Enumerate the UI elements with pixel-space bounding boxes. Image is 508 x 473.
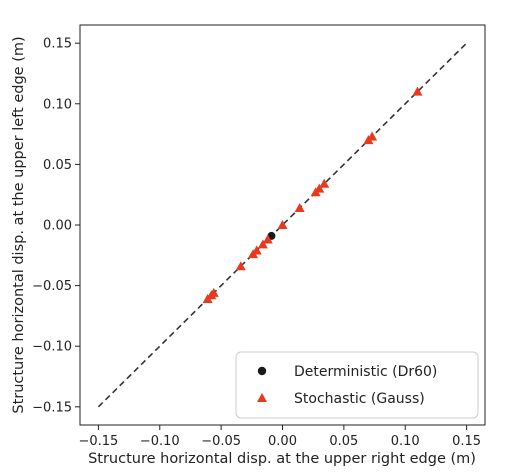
legend-label-stochastic: Stochastic (Gauss) [294, 391, 425, 407]
y-axis-ticks: −0.15 −0.10 −0.05 0.00 0.05 0.10 0.15 [32, 37, 80, 415]
x-tick-label: 0.05 [329, 434, 358, 449]
y-tick-label: 0.15 [43, 37, 72, 52]
stochastic-point [277, 220, 288, 229]
x-tick-label: −0.05 [201, 434, 241, 449]
y-tick-label: −0.15 [32, 400, 72, 415]
data-points-layer [202, 86, 423, 303]
y-axis-label: Structure horizontal disp. at the upper … [11, 36, 27, 413]
stochastic-point [294, 203, 305, 213]
x-axis-label: Structure horizontal disp. at the upper … [88, 451, 476, 467]
x-tick-label: 0.10 [391, 434, 420, 449]
y-tick-label: −0.10 [32, 340, 72, 355]
stochastic-point [257, 239, 268, 249]
stochastic-point [251, 245, 262, 255]
y-tick-label: −0.05 [32, 279, 72, 294]
x-tick-label: −0.10 [140, 434, 180, 449]
legend: Deterministic (Dr60) Stochastic (Gauss) [235, 351, 479, 419]
legend-marker-stochastic [257, 393, 267, 402]
y-tick-label: 0.05 [43, 158, 72, 173]
stochastic-point [412, 86, 423, 96]
x-axis-ticks: −0.15 −0.10 −0.05 0.00 0.05 0.10 0.15 [78, 425, 481, 449]
stochastic-point [314, 183, 325, 193]
legend-label-deterministic: Deterministic (Dr60) [294, 364, 437, 380]
stochastic-point [262, 234, 273, 244]
reference-line [97, 42, 468, 408]
reference-line-layer [97, 42, 468, 408]
legend-box [235, 351, 479, 419]
stochastic-point [319, 178, 330, 188]
y-tick-label: 0.00 [43, 219, 72, 234]
stochastic-point [367, 131, 378, 141]
x-tick-label: −0.15 [78, 434, 118, 449]
x-tick-label: 0.00 [268, 434, 297, 449]
stochastic-point [208, 287, 219, 297]
legend-marker-deterministic [257, 366, 267, 376]
x-tick-label: 0.15 [452, 434, 481, 449]
y-tick-label: 0.10 [43, 97, 72, 112]
stochastic-point [235, 261, 246, 271]
